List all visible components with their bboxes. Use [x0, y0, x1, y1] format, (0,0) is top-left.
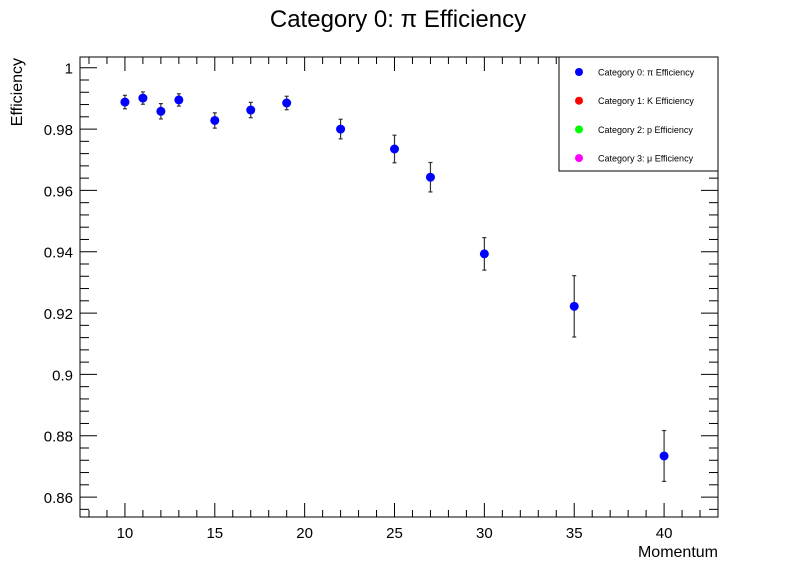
- y-tick-label: 0.94: [44, 245, 73, 262]
- x-axis-label: Momentum: [638, 544, 718, 561]
- legend-label: Category 2: p Efficiency: [598, 125, 693, 135]
- x-tick-label: 30: [476, 525, 493, 542]
- x-tick-label: 40: [656, 525, 673, 542]
- y-tick-label: 0.98: [44, 122, 73, 139]
- data-point: [569, 301, 579, 311]
- data-points: [120, 91, 669, 483]
- data-point: [282, 98, 292, 108]
- legend-label: Category 3: μ Efficiency: [598, 154, 694, 164]
- y-tick-label: 0.86: [44, 490, 73, 507]
- data-point: [120, 97, 130, 107]
- data-point: [336, 124, 346, 134]
- x-tick-label: 35: [566, 525, 583, 542]
- legend-label: Category 0: π Efficiency: [598, 68, 695, 78]
- y-tick-label: 0.92: [44, 306, 73, 323]
- x-tick-label: 25: [386, 525, 403, 542]
- data-point: [390, 144, 400, 154]
- data-point: [210, 115, 220, 125]
- data-point: [479, 249, 489, 259]
- data-point: [174, 95, 184, 105]
- y-axis-label: Efficiency: [9, 58, 26, 126]
- x-tick-label: 15: [206, 525, 223, 542]
- legend-box: [558, 56, 719, 172]
- legend-marker: [575, 96, 583, 105]
- legend: Category 0: π Efficiency Category 1: K Ef…: [558, 56, 719, 172]
- data-point: [138, 93, 148, 103]
- data-point: [156, 106, 166, 116]
- data-point: [659, 451, 669, 461]
- y-tick-label: 0.96: [44, 183, 73, 200]
- data-point: [425, 172, 435, 182]
- legend-marker: [575, 125, 583, 134]
- legend-marker: [575, 154, 583, 163]
- y-tick-label: 0.9: [52, 367, 73, 384]
- legend-marker: [575, 68, 583, 76]
- y-tick-label: 1: [65, 61, 73, 78]
- plot-frame: [79, 56, 719, 518]
- chart-title: Category 0: π Efficiency: [270, 6, 526, 33]
- y-tick-label: 0.88: [44, 429, 73, 446]
- legend-label: Category 1: K Efficiency: [598, 96, 694, 106]
- x-tick-label: 20: [296, 525, 313, 542]
- x-tick-label: 10: [117, 525, 134, 542]
- data-point: [246, 105, 256, 115]
